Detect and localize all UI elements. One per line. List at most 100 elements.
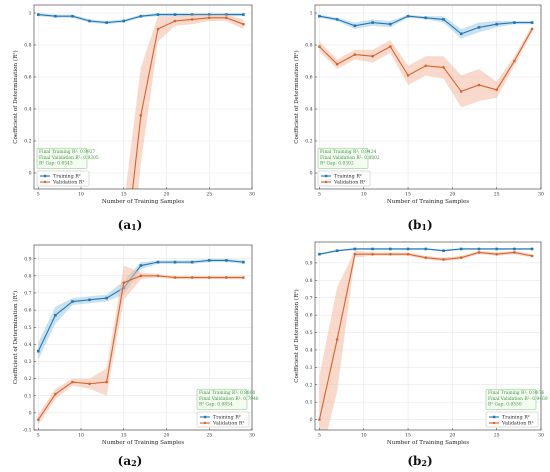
y-tick-label: 1 [29, 11, 32, 17]
data-point-training [459, 247, 463, 251]
x-tick-label: 5 [37, 192, 40, 198]
x-tick-label: 20 [164, 192, 170, 198]
y-tick-label: 0.5 [305, 330, 312, 336]
y-tick-label: 1 [310, 11, 313, 17]
legend-marker-training [492, 415, 496, 419]
data-point-training [459, 32, 463, 36]
data-point-validation [371, 54, 374, 58]
stats-line: Final Validation R²: 0.7946 [199, 396, 259, 402]
data-point-training [156, 13, 160, 16]
series-line-validation [132, 17, 244, 189]
y-axis-label: Coefficient of Determination (R²) [12, 50, 19, 143]
x-tick-label: 25 [206, 433, 212, 439]
stats-box [196, 388, 248, 410]
y-axis-label: Coefficient of Determination (R²) [293, 289, 300, 382]
data-point-training [88, 19, 91, 23]
x-tick-label: 5 [318, 192, 321, 198]
x-tick-label: 20 [449, 192, 455, 198]
data-point-validation [353, 252, 357, 256]
data-point-validation [389, 252, 392, 256]
y-tick-label: 0.8 [305, 43, 312, 49]
y-tick-label: 0 [310, 171, 313, 177]
caption-a2: (a2) [118, 454, 143, 468]
data-point-validation [353, 53, 357, 56]
data-point-validation [477, 251, 481, 254]
x-axis-label: Number of Training Samples [102, 440, 184, 446]
data-point-validation [139, 274, 143, 278]
data-point-training [495, 22, 498, 26]
data-point-training [71, 300, 74, 303]
data-point-training [318, 14, 321, 18]
data-point-validation [122, 281, 126, 284]
data-point-validation [459, 90, 463, 93]
legend-label-validation: Validation R² [501, 421, 533, 427]
data-point-training [371, 21, 374, 24]
plot-frame [33, 4, 253, 190]
y-tick-label: 0.9 [305, 260, 312, 266]
data-point-training [530, 247, 534, 251]
data-point-validation [156, 274, 160, 278]
y-tick-label: 0.2 [24, 376, 31, 382]
data-point-validation [530, 27, 534, 31]
data-point-validation [156, 27, 160, 31]
data-point-validation [173, 276, 177, 279]
y-tick-label: 0.2 [305, 139, 312, 145]
chart-panel-a2: 5 10 15 20 25 30 -0.1 0 0.1 0.2 0.3 0.4 0.5 0.6 0.7 0.8… [12, 244, 259, 446]
data-point-validation [88, 382, 91, 386]
x-axis-label: Number of Training Samples [387, 199, 469, 205]
data-point-validation [335, 338, 339, 341]
x-axis-label: Number of Training Samples [102, 199, 184, 205]
data-point-validation [459, 256, 463, 259]
data-point-training [225, 13, 228, 16]
y-tick-label: 0 [310, 417, 313, 423]
x-tick-label: 20 [164, 433, 170, 439]
data-point-training [335, 249, 339, 253]
plot-frame [314, 241, 542, 431]
data-point-validation [530, 254, 534, 258]
data-point-validation [495, 252, 498, 256]
data-point-training [424, 16, 428, 20]
x-tick-label: 15 [121, 433, 127, 439]
y-tick-label: 0.4 [305, 348, 312, 354]
confidence-band-training [319, 14, 533, 39]
data-point-training [406, 14, 410, 18]
stats-line: Final Training R²: 0.9927 [39, 149, 96, 155]
x-tick-label: 15 [405, 433, 411, 439]
data-point-training [477, 26, 481, 29]
x-tick-label: 10 [78, 192, 84, 198]
y-tick-label: 0.3 [305, 365, 312, 371]
y-tick-label: 0.8 [305, 278, 312, 284]
data-point-training [389, 22, 392, 26]
y-tick-label: 0.6 [24, 75, 31, 81]
data-point-validation [389, 45, 392, 48]
data-point-training [105, 296, 108, 300]
data-point-training [173, 13, 177, 16]
caption-b1: (b1) [407, 218, 432, 232]
legend-label-validation: Validation R² [52, 180, 84, 186]
x-tick-label: 25 [494, 433, 500, 439]
stats-box [36, 147, 88, 169]
plot-frame [33, 244, 253, 431]
data-point-training [54, 14, 57, 18]
plot-area [36, 13, 245, 189]
data-point-validation [513, 251, 516, 254]
data-point-validation [242, 22, 245, 26]
y-tick-label: 0.2 [305, 382, 312, 388]
stats-line: R² Gap: 0.0302 [320, 160, 354, 166]
data-point-training [122, 19, 126, 23]
confidence-band-validation [125, 14, 244, 189]
y-tick-label: 0.4 [24, 342, 31, 348]
data-point-validation [105, 380, 108, 384]
y-tick-label: 0.4 [24, 107, 31, 113]
legend-marker-training [324, 174, 328, 178]
data-point-training [242, 13, 245, 16]
data-point-validation [477, 83, 481, 87]
y-tick-label: 0.6 [305, 313, 312, 319]
data-point-training [335, 18, 339, 21]
data-point-training [495, 247, 498, 251]
y-tick-label: 0.1 [305, 400, 312, 406]
x-tick-label: 10 [78, 433, 84, 439]
data-point-validation [36, 418, 40, 422]
y-tick-label: 0 [29, 410, 32, 416]
y-tick-label: 0 [29, 171, 32, 177]
